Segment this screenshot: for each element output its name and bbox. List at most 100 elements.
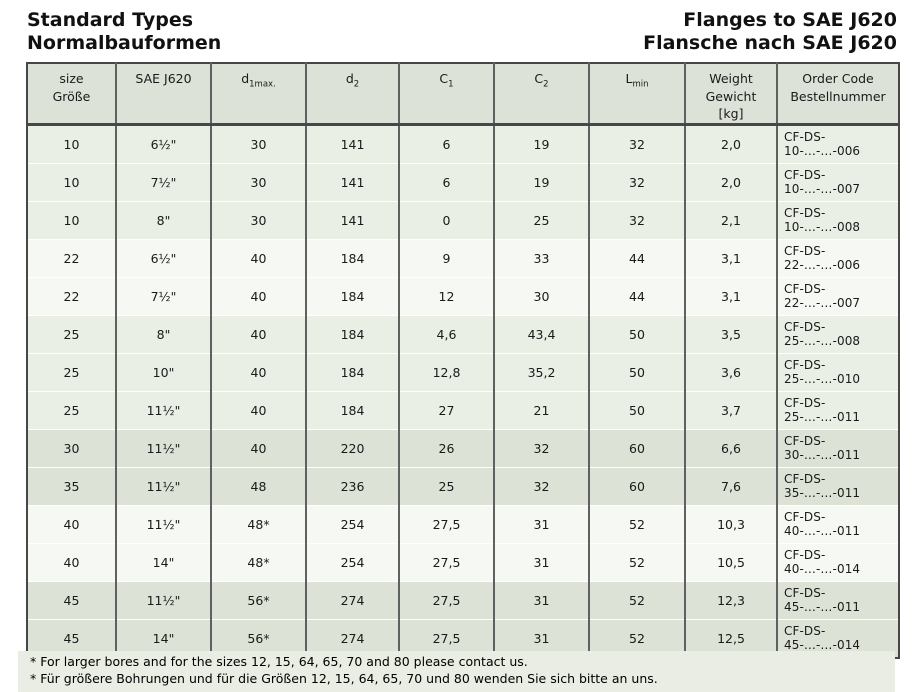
page-header: Standard Types Normalbauformen Flanges t… (27, 9, 897, 55)
table-cell: 184 (305, 276, 399, 315)
table-row: 40 11½" 48* 254 27,5 31 52 10,3 CF-DS-40-…-…-011 (27, 504, 899, 543)
table-cell: 21 (493, 390, 589, 429)
page-subtitle: Flanges to SAE J620 Flansche nach SAE J6… (643, 9, 897, 55)
table-cell: 40 (210, 276, 306, 315)
table-cell: 6,6 (684, 428, 777, 467)
subtitle-de: Flansche nach SAE J620 (643, 32, 897, 54)
table-cell: 56* (210, 580, 306, 619)
table-cell: 12,8 (398, 352, 494, 391)
table-cell: CF-DS-10-…-…-008 (776, 200, 899, 239)
table-cell: 27 (398, 390, 494, 429)
table-cell: 3,6 (684, 352, 777, 391)
table-cell: 52 (588, 504, 685, 543)
table-cell: 22 (27, 276, 116, 315)
table-cell: CF-DS-10-…-…-006 (776, 124, 899, 163)
table-cell: CF-DS-22-…-…-007 (776, 276, 899, 315)
table-cell: 9 (398, 238, 494, 277)
table-cell: 33 (493, 238, 589, 277)
table-cell: 60 (588, 466, 685, 505)
footnotes: * For larger bores and for the sizes 12,… (18, 651, 895, 692)
table-cell: 27,5 (398, 542, 494, 581)
table-cell: 3,1 (684, 238, 777, 277)
title-en: Standard Types (27, 9, 194, 31)
column-header: d2 (305, 63, 399, 126)
table-cell: 11½" (115, 466, 211, 505)
table-cell: 10" (115, 352, 211, 391)
table-cell: 25 (493, 200, 589, 239)
table-row: 25 11½" 40 184 27 21 50 3,7 CF-DS-25-…-…-011 (27, 390, 899, 429)
table-cell: 32 (588, 162, 685, 201)
table-cell: 254 (305, 504, 399, 543)
table-cell: 45 (27, 580, 116, 619)
table-row: 10 8" 30 141 0 25 32 2,1 CF-DS-10-…-…-008 (27, 200, 899, 239)
table-cell: 10,5 (684, 542, 777, 581)
table-cell: 30 (210, 200, 306, 239)
table-cell: 26 (398, 428, 494, 467)
table-cell: 11½" (115, 390, 211, 429)
table-cell: 236 (305, 466, 399, 505)
table-cell: 27,5 (398, 504, 494, 543)
table-cell: 48* (210, 504, 306, 543)
table-cell: 30 (493, 276, 589, 315)
table-cell: CF-DS-10-…-…-007 (776, 162, 899, 201)
table-cell: 6½" (115, 238, 211, 277)
title-de: Normalbauformen (27, 32, 222, 54)
table-cell: 52 (588, 542, 685, 581)
column-header: Lmin (588, 63, 685, 126)
table-cell: 10 (63, 136, 80, 152)
table-cell: 30 (27, 428, 116, 467)
table-cell: 4,6 (398, 314, 494, 353)
table-cell: 40 (210, 314, 306, 353)
table-cell: 25 (27, 352, 116, 391)
table-cell: CF-DS-35-…-…-011 (776, 466, 899, 505)
table-cell: 10 (27, 162, 116, 201)
table-cell: 25 (27, 314, 116, 353)
table-cell: CF-DS-30-…-…-011 (776, 428, 899, 467)
table-cell: 27,5 (398, 580, 494, 619)
table-cell: 43,4 (493, 314, 589, 353)
column-header: Order Code Bestellnummer (776, 63, 899, 126)
table-row: 22 6½" 40 184 9 33 44 3,1 CF-DS-22-…-…-006 (27, 238, 899, 277)
column-header: C2 (493, 63, 589, 126)
column-header: Weight Gewicht [kg] (684, 63, 777, 126)
table-cell: 11½" (115, 428, 211, 467)
table-cell: CF-DS-40-…-…-014 (776, 542, 899, 581)
table-cell: 35,2 (493, 352, 589, 391)
table-cell: 184 (305, 314, 399, 353)
footnote-line: * Für größere Bohrungen und für die Größ… (30, 670, 658, 686)
table-cell: CF-DS-25-…-…-010 (776, 352, 899, 391)
table-cell: 22 (27, 238, 116, 277)
table-row: 40 14" 48* 254 27,5 31 52 10,5 CF-DS-40-…-…-014 (27, 542, 899, 581)
column-header: SAE J620 (115, 63, 211, 126)
table-cell: CF-DS-25-…-…-011 (776, 390, 899, 429)
table-cell: 48 (210, 466, 306, 505)
table-cell: 44 (588, 238, 685, 277)
table-cell: 7½" (115, 276, 211, 315)
table-cell: 32 (588, 124, 685, 163)
table-cell: 12 (398, 276, 494, 315)
table-cell: 184 (305, 352, 399, 391)
table-row: 45 11½" 56* 274 27,5 31 52 12,3 CF-DS-45-…-…-011 (27, 580, 899, 619)
table-cell: 141 (305, 200, 399, 239)
table-cell: 2,1 (684, 200, 777, 239)
table-cell: 32 (493, 466, 589, 505)
table-cell: 30 (210, 124, 306, 163)
table-cell: 40 (210, 238, 306, 277)
table-cell: 6½" (115, 124, 211, 163)
flange-spec-table: size Größe SAE J620 d1max. d2 C1 C2 Lmin Weight G… (26, 62, 900, 659)
table-cell: 14" (115, 542, 211, 581)
table-cell: CF-DS-45-…-…-011 (776, 580, 899, 619)
table-row: 10 6½" 30 141 6 19 32 2,0 CF-DS-10-…-…-006 (27, 124, 899, 163)
table-cell: 184 (305, 238, 399, 277)
table-row: 22 7½" 40 184 12 30 44 3,1 CF-DS-22-…-…-007 (27, 276, 899, 315)
table-cell: 40 (210, 428, 306, 467)
table-cell: 10,3 (684, 504, 777, 543)
table-header-row: size Größe SAE J620 d1max. d2 C1 C2 Lmin Weight G… (27, 63, 899, 126)
table-cell: 52 (588, 580, 685, 619)
table-cell: 8" (115, 200, 211, 239)
table-cell: 2,0 (684, 162, 777, 201)
table-cell: 11½" (115, 580, 211, 619)
table-cell: 60 (588, 428, 685, 467)
table-cell: 274 (305, 580, 399, 619)
table-cell: 11½" (115, 504, 211, 543)
